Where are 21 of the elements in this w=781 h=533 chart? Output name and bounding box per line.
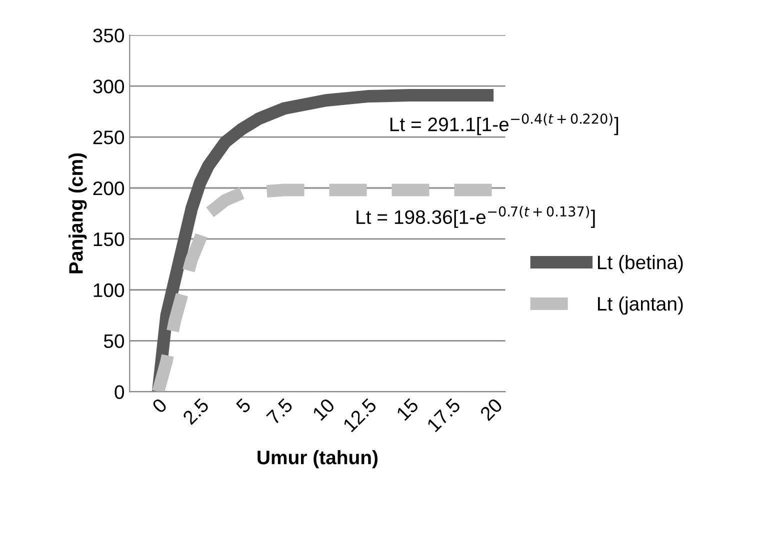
x-tick-label: 7.5 [266, 398, 294, 426]
y-tick-label: 300 [93, 80, 124, 94]
annotation: Lt = 198.36[1-e$^{−0.7(t+0.137)}$] [356, 206, 595, 228]
y-tick-label: 50 [104, 334, 124, 348]
x-tick-label: 10 [312, 398, 336, 421]
y-tick-label: 350 [93, 28, 124, 42]
legend-label: Lt (jantan) [598, 296, 683, 315]
legend-label: Lt (betina) [598, 254, 683, 274]
y-tick-label: 0 [114, 385, 124, 399]
y-tick-label: 250 [93, 130, 124, 144]
annotation: Lt = 291.1[1-e$^{−0.4(t+0.220)}$] [390, 113, 618, 136]
y-axis-title: Panjang (cm) [68, 153, 87, 274]
y-tick-label: 100 [94, 283, 124, 298]
x-axis-title: Umur (tahun) [258, 450, 378, 468]
x-tick-label: 0 [151, 398, 168, 414]
y-tick-label: 150 [94, 232, 124, 246]
x-tick-label: 2.5 [182, 398, 210, 426]
x-tick-label: 15 [396, 398, 420, 421]
x-tick-label: 20 [479, 398, 504, 422]
x-tick-label: 5 [235, 398, 252, 414]
y-tick-label: 200 [93, 181, 124, 196]
